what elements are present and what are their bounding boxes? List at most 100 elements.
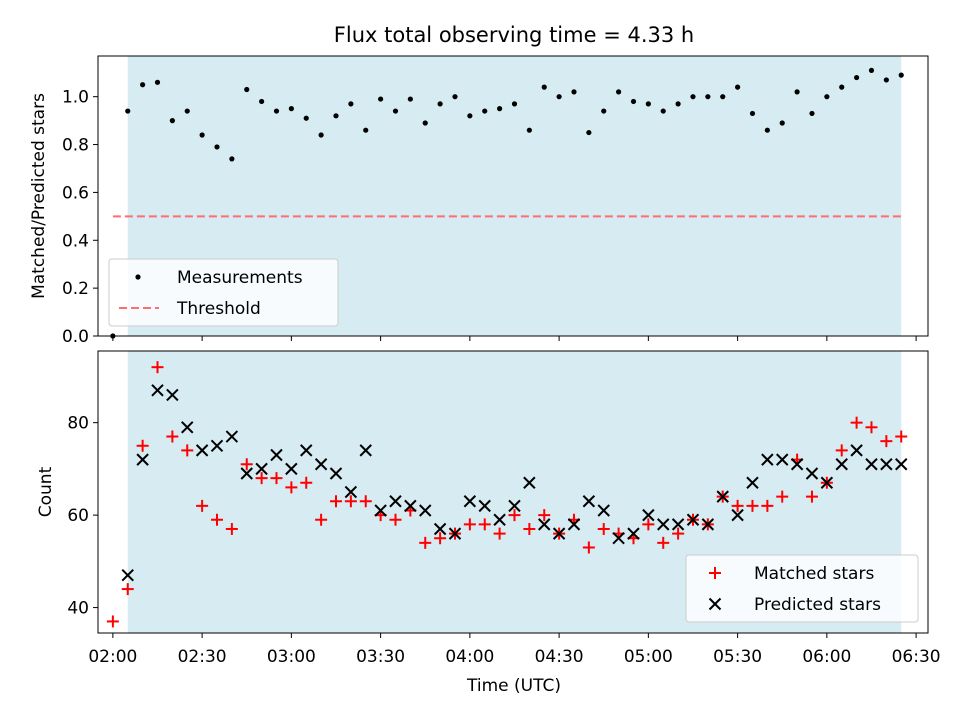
- measurement-point: [794, 89, 800, 95]
- predicted-star-point: [612, 532, 625, 545]
- measurement-point: [824, 94, 830, 100]
- count-legend: Matched stars Predicted stars: [685, 554, 919, 623]
- measurement-point: [348, 101, 354, 107]
- predicted-star-point: [731, 508, 744, 522]
- matched-star-point: [761, 499, 774, 512]
- measurement-point: [169, 118, 175, 124]
- predicted-star-point: [865, 458, 878, 471]
- measurement-point: [630, 98, 637, 105]
- predicted-star-point: [463, 495, 477, 508]
- measurement-point: [883, 77, 889, 83]
- matched-star-point: [850, 416, 863, 429]
- matched-star-point: [255, 472, 268, 485]
- matched-star-point: [225, 522, 238, 535]
- measurement-point: [363, 127, 369, 133]
- matched-star-point: [136, 439, 149, 452]
- measurement-point: [541, 84, 547, 90]
- matched-star-point: [121, 583, 134, 596]
- x-tick-label: 03:00: [267, 647, 316, 667]
- chart-title: Flux total observing time = 4.33 h: [334, 23, 694, 47]
- matched-star-point: [210, 513, 223, 526]
- measurement-point: [735, 84, 741, 90]
- measurement-point: [809, 110, 815, 117]
- predicted-star-point: [225, 430, 239, 443]
- predicted-star-point: [895, 458, 908, 471]
- ratio-legend-box: [108, 258, 339, 327]
- measurement-point: [526, 127, 532, 133]
- x-tick-label: 02:00: [88, 647, 137, 667]
- x-tick-label: 04:30: [535, 647, 584, 667]
- matched-star-point: [419, 536, 432, 549]
- x-tick-label: 03:30: [356, 647, 405, 667]
- matched-star-point: [434, 532, 447, 545]
- predicted-star-point: [880, 458, 893, 471]
- y-tick-label: 0.4: [62, 231, 89, 251]
- x-tick-label: 06:30: [892, 647, 941, 667]
- predicted-star-point: [433, 522, 447, 536]
- measurement-point: [482, 108, 488, 114]
- legend-predicted-label: Predicted stars: [754, 595, 881, 615]
- legend-measurements-marker: [135, 274, 141, 280]
- predicted-star-point: [790, 458, 804, 471]
- matched-star-point: [895, 430, 908, 443]
- matched-star-point: [240, 458, 253, 471]
- matched-star-point: [285, 481, 298, 494]
- matched-star-point: [181, 444, 194, 457]
- ratio-panel: 0.0 0.2 0.4 0.6 0.8 1.0 Matched/Predicted sta…: [29, 55, 929, 347]
- ratio-y-axis: 0.0 0.2 0.4 0.6 0.8 1.0: [62, 88, 98, 347]
- y-tick-label: 0.8: [62, 136, 89, 156]
- measurement-point: [229, 156, 235, 162]
- x-tick-label: 06:00: [802, 647, 851, 667]
- predicted-star-point: [716, 490, 729, 503]
- predicted-star-point: [210, 439, 224, 452]
- predicted-star-point: [761, 453, 774, 466]
- predicted-star-point: [270, 448, 283, 462]
- ratio-panel-frame: [97, 55, 929, 337]
- legend-cross: [708, 597, 722, 611]
- measurement-point: [868, 67, 875, 73]
- predicted-star-point: [671, 518, 685, 531]
- measurement-point: [616, 89, 622, 95]
- matched-star-point: [315, 513, 328, 526]
- predicted-star-point: [508, 499, 521, 513]
- predicted-star-point: [285, 462, 298, 476]
- legend-plus: [709, 567, 721, 579]
- matched-star-point: [151, 361, 164, 374]
- matched-star-point: [493, 527, 506, 540]
- measurement-point: [586, 129, 592, 136]
- y-tick-label: 60: [67, 506, 89, 526]
- matched-star-point: [523, 522, 536, 535]
- predicted-star-point: [850, 444, 863, 457]
- predicted-star-point: [478, 499, 491, 513]
- predicted-star-point: [538, 518, 551, 531]
- predicted-star-point: [642, 508, 655, 522]
- measurement-point: [214, 144, 220, 150]
- predicted-star-point: [627, 527, 640, 540]
- measurement-point: [199, 132, 205, 138]
- x-axis-label: Time (UTC): [466, 676, 561, 696]
- matched-star-point: [166, 430, 179, 443]
- matched-star-point: [478, 518, 491, 531]
- predicted-star-point: [820, 476, 834, 489]
- matched-star-point: [805, 490, 818, 503]
- measurement-point: [645, 101, 651, 107]
- predicted-star-point: [776, 453, 789, 466]
- legend-threshold-label: Threshold: [176, 299, 261, 319]
- x-tick-label: 05:30: [713, 647, 762, 667]
- y-tick-label: 1.0: [62, 88, 89, 108]
- measurement-point: [705, 94, 711, 100]
- y-tick-label: 0.2: [62, 279, 89, 299]
- ratio-legend: Measurements Threshold: [108, 258, 339, 327]
- matched-star-point: [344, 495, 357, 508]
- x-tick-label: 04:00: [445, 647, 494, 667]
- predicted-star-point: [240, 467, 253, 480]
- predicted-star-point: [314, 458, 328, 471]
- predicted-star-point: [805, 467, 819, 480]
- matched-star-point: [463, 518, 476, 531]
- measurement-point: [690, 94, 696, 100]
- count-panel: 40 60 80 02:00 02:30 03:00 03:30 04:00 04:30 05:…: [36, 350, 941, 696]
- x-tick-label: 02:30: [178, 647, 227, 667]
- y-tick-label: 0.6: [62, 183, 89, 203]
- measurement-point: [898, 72, 904, 78]
